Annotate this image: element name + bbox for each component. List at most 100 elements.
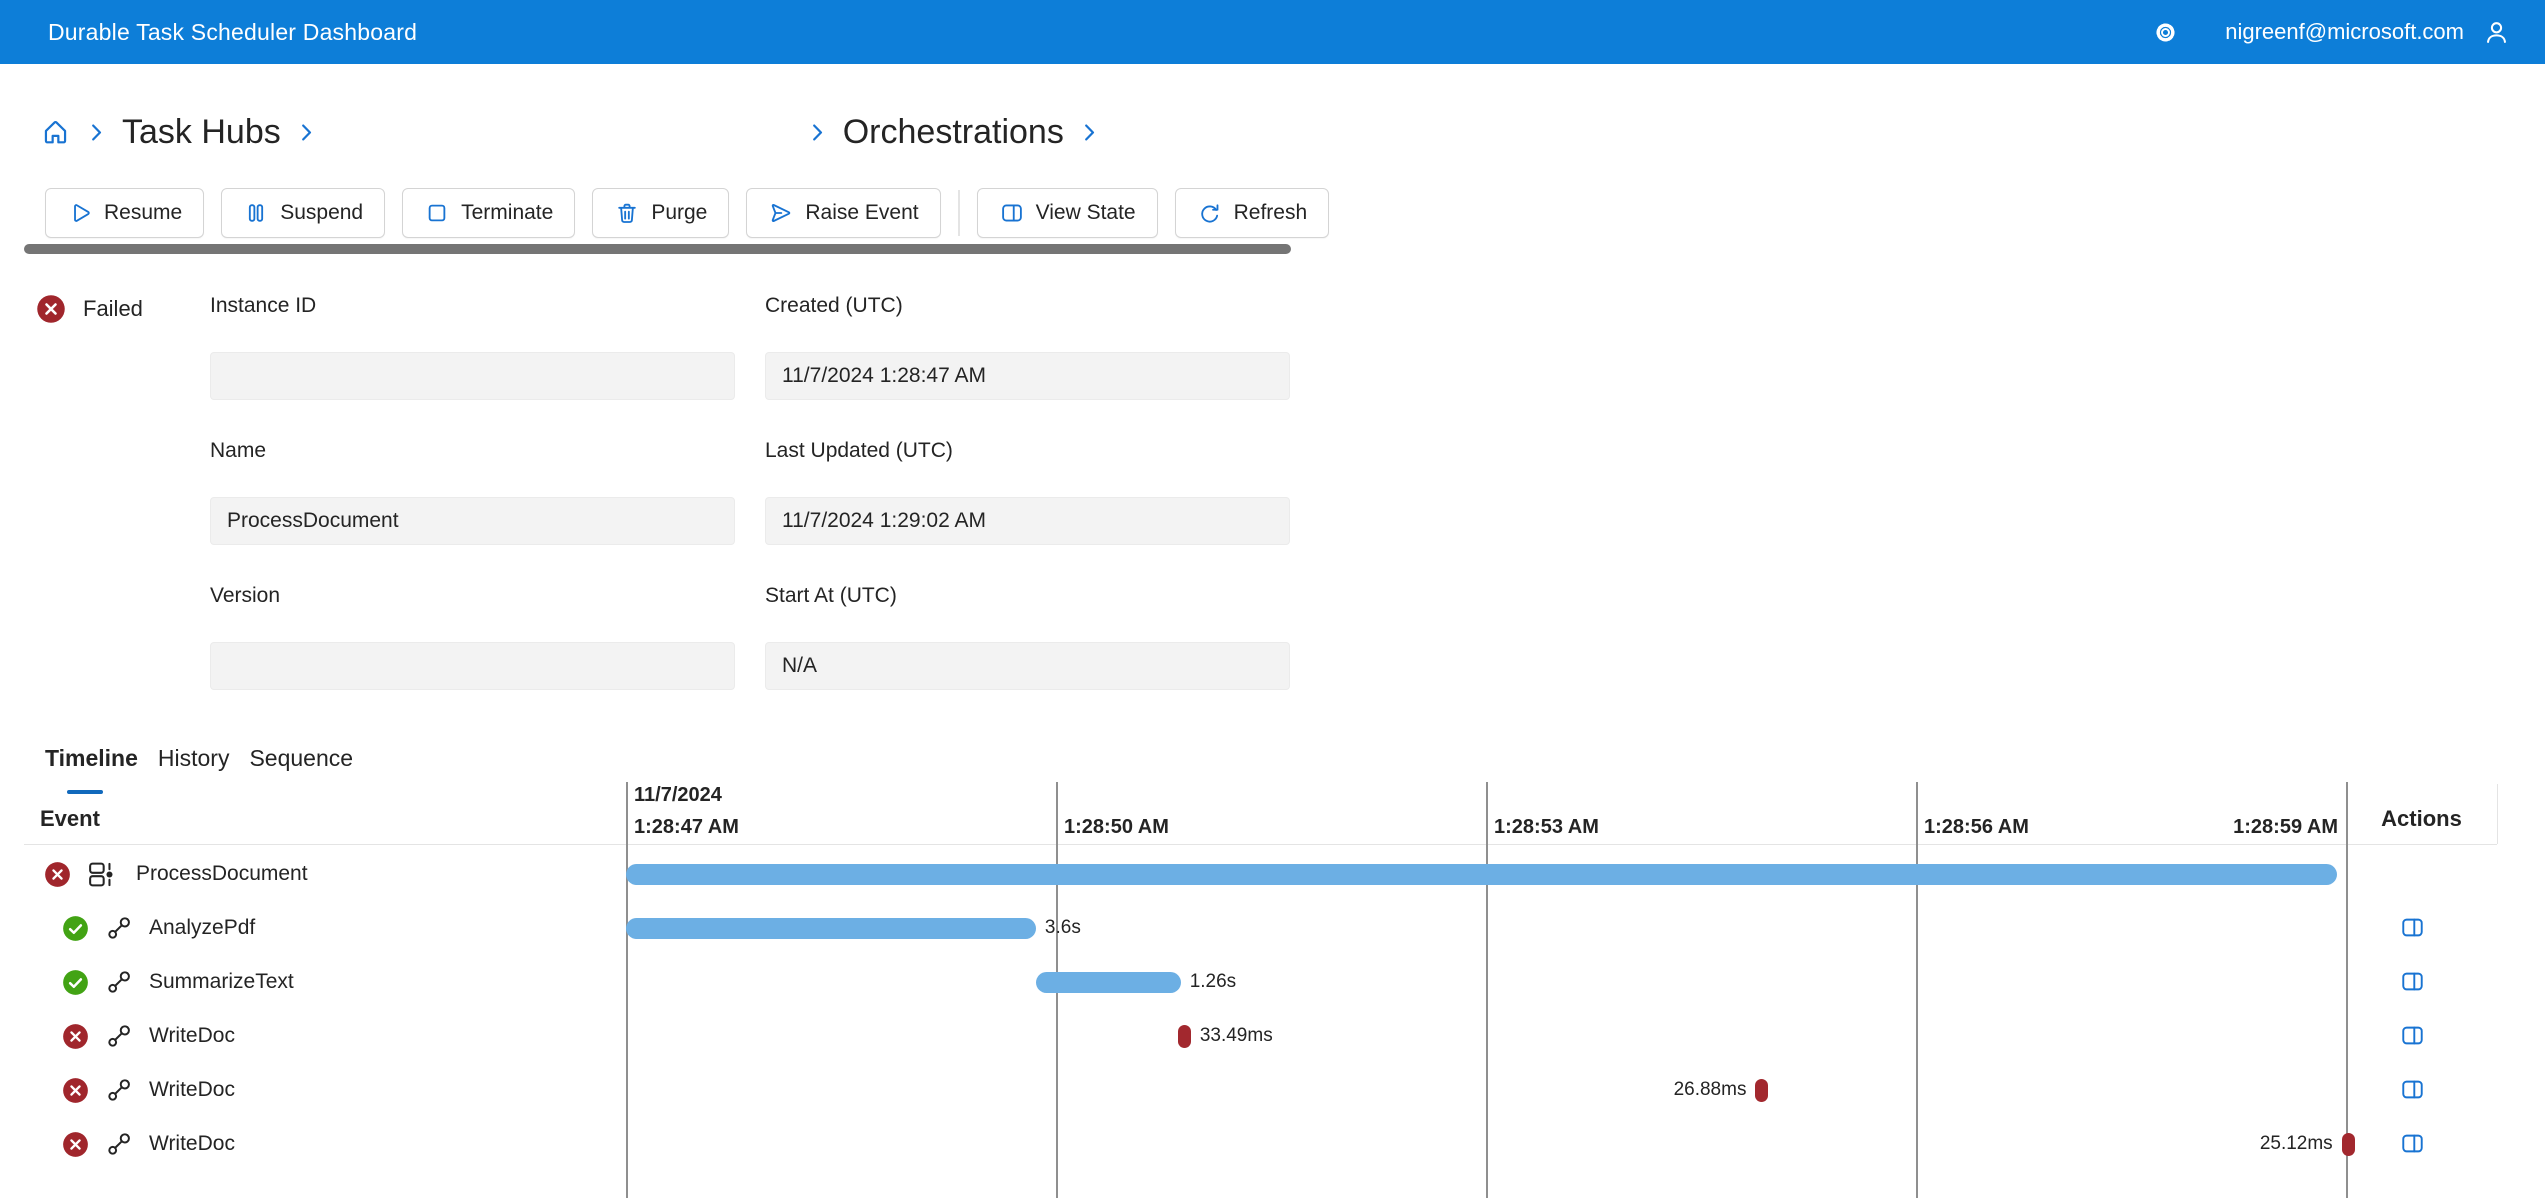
field-version: Version [210,584,735,690]
timeline-gridline [2346,782,2348,1198]
field-value: 11/7/2024 1:29:02 AM [765,497,1290,545]
timeline-row-writedoc: WriteDoc 25.12ms [0,1117,2545,1171]
timeline-row-summarizetext: SummarizeText 1.26s [0,955,2545,1009]
axis-tick-label: 1:28:53 AM [1494,816,1599,838]
field-value: 11/7/2024 1:28:47 AM [765,352,1290,400]
field-start-at-utc: Start At (UTC) N/A [765,584,1290,690]
timeline-bar [626,863,2338,885]
toolbar-button-label: Terminate [461,201,554,224]
tab-history[interactable]: History [158,744,230,772]
status-failed-icon [62,1131,89,1158]
breadcrumb-orchestrations[interactable]: Orchestrations [842,112,1064,151]
view-state-action-button[interactable] [2399,968,2426,995]
breadcrumb-spacer [332,132,792,133]
activity-icon [105,968,133,996]
event-name: ProcessDocument [136,862,308,885]
timeline-bar [626,917,1036,939]
pause-icon [243,200,269,226]
chevron-right-icon [85,121,108,144]
person-icon[interactable] [2482,18,2511,47]
duration-label: 26.88ms [1673,1079,1747,1100]
axis-tick-label: 1:28:59 AM [2233,816,2338,838]
field-label: Created (UTC) [765,294,903,317]
horizontal-scrollbar-thumb[interactable] [24,244,1291,254]
view-state-action-button[interactable] [2399,914,2426,941]
tab-history-label: History [157,745,230,771]
orchestration-icon [87,860,116,889]
timeline-bar [1177,1024,1191,1048]
toolbar-button-label: Raise Event [805,201,919,224]
timeline-gridline [1916,782,1918,1198]
event-name: SummarizeText [149,970,294,993]
view-state-action-button[interactable] [2399,1130,2426,1157]
toolbar-button-purge[interactable]: Purge [592,188,730,238]
play-icon [67,200,93,226]
status-badge: Failed [36,294,143,324]
top-app-bar: Durable Task Scheduler Dashboard nigreen… [0,0,2545,64]
status-failed-icon [36,294,66,324]
toolbar-button-terminate[interactable]: Terminate [402,188,576,238]
account-area: nigreenf@microsoft.com [2152,18,2511,47]
field-label: Start At (UTC) [765,584,897,607]
actions-column-header: Actions [2381,806,2462,831]
timeline-bar [2341,1132,2355,1156]
view-state-action-button[interactable] [2399,1022,2426,1049]
timeline-bar [1755,1078,1769,1102]
home-icon[interactable] [40,117,71,148]
field-label: Instance ID [210,294,317,317]
activity-icon [105,1022,133,1050]
activity-icon [105,914,133,942]
trash-icon [614,200,640,226]
toolbar-button-label: Purge [651,201,708,224]
field-value: ProcessDocument [210,497,735,545]
field-value [210,642,735,690]
activity-icon [105,1076,133,1104]
toolbar-button-view-state[interactable]: View State [976,188,1158,238]
axis-tick-label: 1:28:56 AM [1924,816,2029,838]
duration-label: 3.6s [1044,917,1081,938]
field-name: Name ProcessDocument [210,439,735,545]
tab-sequence[interactable]: Sequence [249,744,353,772]
toolbar-button-label: View State [1035,201,1136,224]
axis-date-label: 11/7/2024 [634,784,722,806]
timeline-row-writedoc: WriteDoc 26.88ms [0,1063,2545,1117]
axis-tick-label: 1:28:47 AM [634,816,739,838]
stop-icon [424,200,450,226]
timeline-row-analyzepdf: AnalyzePdf 3.6s [0,901,2545,955]
status-failed-icon [62,1077,89,1104]
field-instance-id: Instance ID [210,294,735,400]
status-succeeded-icon [62,969,89,996]
toolbar-button-label: Resume [104,201,183,224]
field-label: Name [210,439,267,462]
gear-icon[interactable] [2152,19,2179,46]
tab-timeline-label: Timeline [45,745,138,771]
toolbar-button-suspend[interactable]: Suspend [221,188,386,238]
toolbar-button-refresh[interactable]: Refresh [1174,188,1330,238]
timeline-row-writedoc: WriteDoc 33.49ms [0,1009,2545,1063]
toolbar-button-resume[interactable]: Resume [45,188,205,238]
chevron-right-icon [295,121,318,144]
timeline-bar [1035,971,1181,993]
event-name: WriteDoc [149,1024,235,1047]
breadcrumb-task-hubs[interactable]: Task Hubs [122,112,281,151]
toolbar-button-raise-event[interactable]: Raise Event [746,188,941,238]
active-tab-indicator [67,790,103,794]
event-column-header: Event [40,806,100,831]
toolbar-button-label: Refresh [1233,201,1308,224]
actions-header-right-border [2497,784,2498,844]
field-label: Last Updated (UTC) [765,439,953,462]
event-name: AnalyzePdf [149,916,256,939]
timeline-gridline [626,782,628,1198]
account-email[interactable]: nigreenf@microsoft.com [2225,19,2464,44]
status-failed-icon [62,1023,89,1050]
view-state-icon [999,200,1025,226]
toolbar-button-label: Suspend [280,201,364,224]
tab-timeline[interactable]: Timeline [45,744,138,794]
field-label: Version [210,584,281,607]
send-icon [768,200,794,226]
event-name: WriteDoc [149,1078,235,1101]
duration-label: 33.49ms [1199,1025,1273,1046]
view-state-action-button[interactable] [2399,1076,2426,1103]
field-last-updated-utc: Last Updated (UTC) 11/7/2024 1:29:02 AM [765,439,1290,545]
status-label: Failed [83,296,143,321]
